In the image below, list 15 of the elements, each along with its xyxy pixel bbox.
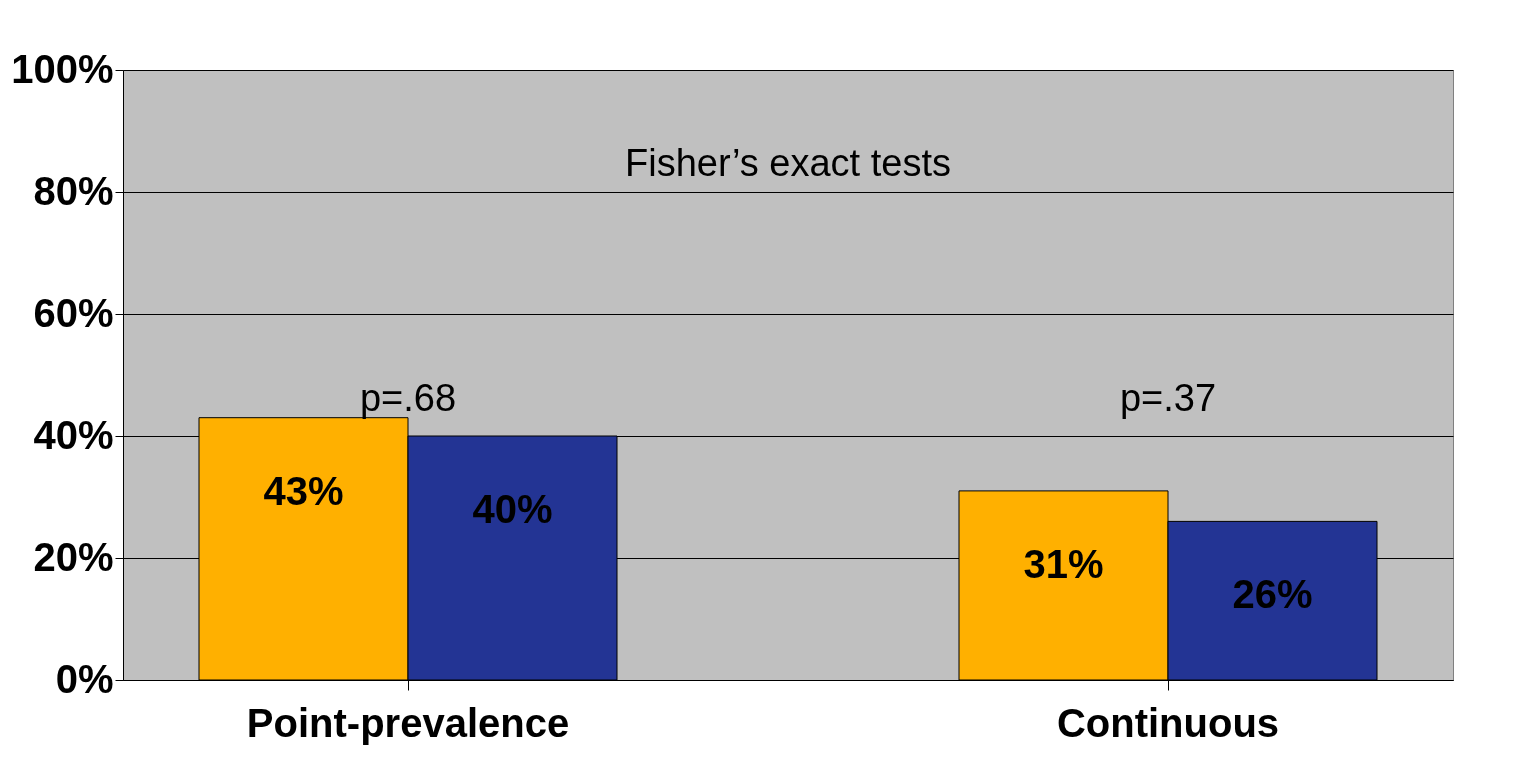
x-tick-label: Point-prevalence	[246, 700, 570, 745]
annotation: Fisher’s exact tests	[625, 142, 951, 184]
annotation: p=.68	[359, 377, 457, 419]
y-tick-label: 0%	[55, 656, 114, 701]
data-label: 43%	[263, 468, 344, 513]
y-tick-label: 20%	[33, 534, 114, 579]
data-label: 31%	[1023, 541, 1104, 586]
annotation: p=.37	[1119, 377, 1217, 419]
x-tick-label: Continuous	[1056, 700, 1280, 745]
y-tick-label: 40%	[33, 412, 114, 457]
data-label: 26%	[1232, 572, 1313, 617]
y-tick-label: 60%	[33, 290, 114, 335]
y-tick-label: 80%	[33, 168, 114, 213]
y-tick-label: 100%	[11, 46, 114, 91]
data-label: 40%	[472, 487, 553, 531]
